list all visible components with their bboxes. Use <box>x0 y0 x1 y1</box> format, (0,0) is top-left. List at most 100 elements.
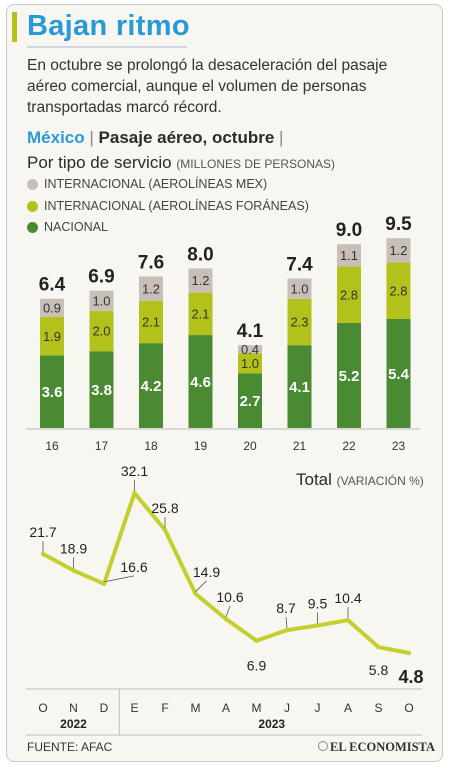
bar-segment-foraneas <box>386 262 411 319</box>
line-point <box>406 650 412 656</box>
brand-logo-icon <box>318 741 328 751</box>
bar-segment-nacional <box>287 345 312 428</box>
x-tick-label: 23 <box>392 439 406 453</box>
bar-total-label: 8.0 <box>187 244 213 265</box>
bar-segment-label: 4.2 <box>141 378 162 395</box>
x-tick-label: 17 <box>95 439 109 453</box>
bar-segment-label: 1.2 <box>389 243 407 258</box>
line-value-label: 9.5 <box>308 595 328 611</box>
bar-chart-subtitle-text: Por tipo de servicio <box>27 153 172 172</box>
bar-segment-mex <box>188 268 213 293</box>
line-point <box>193 591 198 597</box>
bar-segment-label: 5.4 <box>388 366 410 383</box>
x-tick-label: 19 <box>194 439 208 453</box>
bar-total-label: 9.5 <box>385 214 412 235</box>
bar-segment-foraneas <box>188 292 213 336</box>
line-value-label: 8.7 <box>276 600 296 616</box>
bar-segment-label: 2.8 <box>340 287 358 302</box>
line-point <box>254 638 259 643</box>
bar-total-label: 7.6 <box>138 253 164 274</box>
bar-segment-label: 3.8 <box>91 382 112 399</box>
variation-line <box>42 491 410 655</box>
year-label: 2022 <box>60 717 87 731</box>
line-value-label: 10.4 <box>334 590 361 606</box>
bar-segment-mex <box>287 278 312 299</box>
bar-segment-label: 1.0 <box>92 293 110 308</box>
bar-segment-label: 2.1 <box>142 315 160 330</box>
bar-segment-foraneas <box>238 353 262 374</box>
legend-dot-foraneas <box>27 201 38 212</box>
month-tick-label: M <box>252 701 262 715</box>
title-accent-bar <box>12 12 17 42</box>
month-tick-label: S <box>374 701 382 715</box>
bar-segment-foraneas <box>40 316 64 356</box>
value-leader-line <box>103 575 135 583</box>
bar-total-label: 4.1 <box>237 321 264 342</box>
line-point <box>40 551 46 557</box>
legend-label-mex: INTERNACIONAL (AEROLÍNEAS MEX) <box>44 177 268 191</box>
bar-segment-label: 1.1 <box>340 248 358 263</box>
month-tick-label: M <box>191 701 201 715</box>
month-tick-label: O <box>404 701 413 715</box>
bar-segment-label: 2.1 <box>191 307 209 322</box>
line-point <box>284 627 290 633</box>
bar-segment-foraneas <box>89 310 114 352</box>
subtitle-line-1: En octubre se prolongó la desaceleración… <box>27 57 388 74</box>
x-tick-label: 18 <box>144 439 158 453</box>
bar-segment-nacional <box>337 322 361 428</box>
bar-chart-header: México | Pasaje aéreo, octubre | <box>27 128 283 148</box>
line-point <box>132 490 137 496</box>
month-tick-label: J <box>284 701 290 715</box>
bar-segment-label: 0.9 <box>43 300 61 315</box>
bar-segment-label: 2.0 <box>92 324 110 339</box>
legend-dot-nacional <box>27 222 38 233</box>
x-tick-label: 20 <box>243 439 257 453</box>
bar-chart-unit: (MILLONES DE PERSONAS) <box>176 157 336 171</box>
month-tick-label: D <box>100 701 109 715</box>
line-value-label: 21.7 <box>29 524 56 540</box>
line-value-label: 5.8 <box>369 662 389 678</box>
month-tick-label: A <box>344 701 352 715</box>
bar-segment-nacional <box>386 318 411 428</box>
bar-segment-mex <box>337 244 361 267</box>
value-leader-line <box>225 605 231 618</box>
bar-segment-nacional <box>139 343 163 428</box>
title-underline <box>27 46 187 48</box>
line-point <box>315 623 320 628</box>
line-chart-title: Total <box>296 470 332 489</box>
bar-segment-label: 2.3 <box>290 315 308 330</box>
bar-segment-nacional <box>238 373 262 428</box>
bar-segment-label: 2.7 <box>240 393 261 410</box>
line-point <box>101 581 107 587</box>
bar-chart-subtitle: Por tipo de servicio (MILLONES DE PERSON… <box>27 153 335 173</box>
bar-segment-mex <box>40 298 64 317</box>
bar-segment-nacional <box>188 335 213 428</box>
line-value-label: 4.8 <box>398 667 423 687</box>
bar-segment-mex <box>386 238 411 263</box>
header-separator-end: | <box>279 128 284 147</box>
line-value-label: 18.9 <box>60 540 87 556</box>
bar-total-label: 6.4 <box>39 275 66 296</box>
month-tick-label: J <box>315 701 321 715</box>
month-tick-label: A <box>222 701 230 715</box>
line-point <box>376 644 381 650</box>
bar-segment-label: 4.1 <box>289 379 310 396</box>
x-tick-label: 16 <box>45 439 59 453</box>
line-point <box>71 568 76 573</box>
bar-segment-label: 3.6 <box>42 384 63 401</box>
bar-chart: 3.6 1.9 0.9 6.4 16 3.8 2.0 1.0 6.9 17 4.2 2.1 1.2 7.6… <box>26 214 420 453</box>
line-value-label: 6.9 <box>247 658 267 674</box>
month-tick-label: O <box>38 701 47 715</box>
bar-segment-label: 4.6 <box>190 374 211 391</box>
month-tick-label: F <box>161 701 168 715</box>
value-leader-line <box>195 580 207 593</box>
bar-segment-mex <box>238 345 262 354</box>
subtitle-line-3: transportadas marcó récord. <box>27 99 222 116</box>
bar-segment-label: 1.2 <box>191 273 209 288</box>
source-note: FUENTE: AFAC <box>27 740 113 754</box>
bar-total-label: 9.0 <box>336 220 362 241</box>
x-tick-label: 21 <box>293 439 307 453</box>
value-leader-line <box>285 617 288 629</box>
bar-segment-nacional <box>89 351 114 428</box>
